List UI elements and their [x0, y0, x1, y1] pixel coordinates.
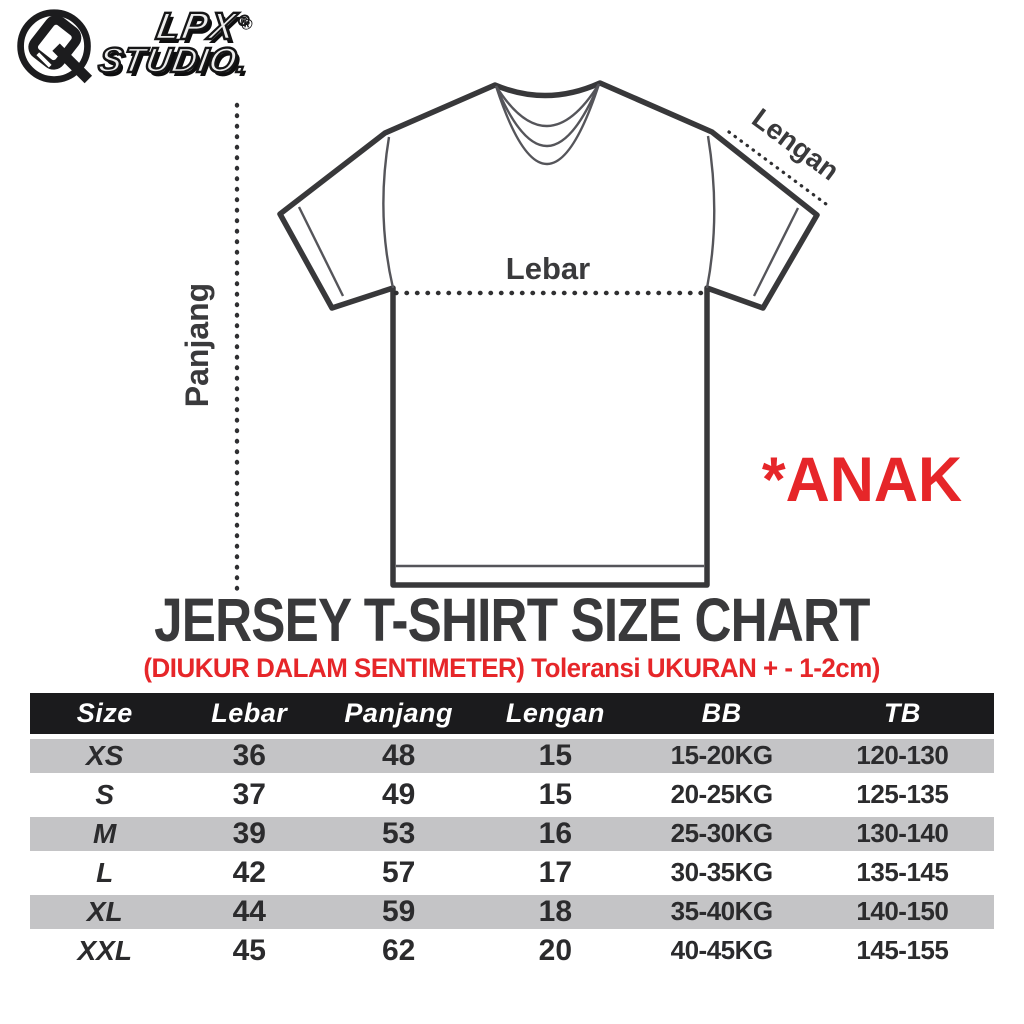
length-label: Panjang — [180, 283, 215, 407]
table-row-xl: XL 44 59 18 35-40KG 140-150 — [30, 892, 994, 931]
logo-q-tail — [52, 43, 93, 84]
size-table-header: Size Lebar Panjang Lengan BB TB — [30, 693, 994, 736]
cell-tb: 140-150 — [856, 896, 949, 926]
cell-size: S — [95, 778, 115, 810]
cell-panjang: 59 — [382, 894, 416, 928]
cell-lengan: 15 — [538, 777, 573, 811]
cell-size: L — [96, 856, 114, 888]
cell-lebar: 37 — [232, 777, 266, 811]
cell-panjang: 62 — [382, 933, 416, 967]
cell-bb: 30-35KG — [670, 857, 774, 887]
collar-rib-1 — [494, 83, 601, 128]
column-header-bb: BB — [701, 697, 742, 728]
cell-lebar: 44 — [232, 894, 266, 928]
column-header-lengan: Lengan — [505, 697, 605, 728]
cell-tb: 120-130 — [856, 740, 949, 770]
cell-lengan: 16 — [538, 816, 573, 850]
cell-panjang: 49 — [382, 777, 416, 811]
cell-lebar: 39 — [232, 816, 266, 850]
right-sleeve-hem — [752, 207, 800, 297]
cell-lengan: 17 — [538, 855, 573, 889]
cell-size: XS — [86, 739, 124, 771]
size-table: Size Lebar Panjang Lengan BB TB XS 36 48 15 15-20… — [30, 693, 994, 973]
cell-lebar: 36 — [232, 738, 266, 772]
column-header-tb: TB — [883, 697, 921, 728]
wordmark-line1: LPX® — [152, 5, 358, 49]
cell-bb: 40-45KG — [670, 935, 774, 965]
table-row-l: L 42 57 17 30-35KG 135-145 — [30, 853, 994, 892]
logo-q-notch — [36, 52, 52, 68]
sleeve-dotted-line — [727, 130, 832, 209]
page-subtitle: (DIUKUR DALAM SENTIMETER) Toleransi UKUR… — [143, 653, 881, 683]
cell-tb: 145-155 — [856, 935, 949, 965]
cell-size: M — [93, 817, 117, 849]
left-sleeve-hem — [297, 206, 345, 297]
column-header-lebar: Lebar — [211, 697, 288, 728]
table-row-xxl: XXL 45 62 20 40-45KG 145-155 — [30, 931, 994, 970]
table-row-m: M 39 53 16 25-30KG 130-140 — [30, 814, 994, 853]
cell-panjang: 53 — [382, 816, 416, 850]
cell-tb: 125-135 — [856, 779, 949, 809]
table-row-xs: XS 36 48 15 15-20KG 120-130 — [30, 736, 994, 775]
collar-rib-3 — [494, 83, 601, 166]
cell-lengan: 20 — [538, 933, 573, 967]
header-row: Size Lebar Panjang Lengan BB TB — [30, 693, 994, 736]
cell-size: XXL — [77, 934, 132, 966]
cell-panjang: 48 — [382, 738, 416, 772]
width-label: Lebar — [506, 251, 590, 286]
tshirt-diagram: Lebar Panjang Lengan — [180, 80, 845, 600]
column-header-panjang: Panjang — [344, 697, 453, 728]
cell-bb: 25-30KG — [670, 818, 774, 848]
collar-rib-2 — [494, 83, 601, 147]
page-title: JERSEY T-SHIRT SIZE CHART — [154, 586, 870, 654]
cell-tb: 130-140 — [856, 818, 949, 848]
table-row-s: S 37 49 15 20-25KG 125-135 — [30, 775, 994, 814]
left-armhole-seam — [382, 136, 395, 289]
column-header-size: Size — [76, 697, 133, 728]
anak-note: *ANAK — [761, 445, 963, 515]
cell-tb: 135-145 — [856, 857, 949, 887]
cell-size: XL — [86, 895, 123, 927]
cell-lebar: 42 — [232, 855, 266, 889]
right-armhole-seam — [705, 135, 716, 289]
cell-panjang: 57 — [382, 855, 416, 889]
logo-circle — [17, 9, 91, 83]
cell-lengan: 15 — [538, 738, 573, 772]
lpx-logo-icon — [17, 9, 93, 84]
size-table-body: XS 36 48 15 15-20KG 120-130 S 37 49 15 20-25KG 125-… — [30, 736, 994, 970]
cell-lengan: 18 — [538, 894, 573, 928]
registered-mark: ® — [236, 12, 253, 30]
cell-bb: 20-25KG — [670, 779, 774, 809]
cell-bb: 15-20KG — [670, 740, 774, 770]
cell-lebar: 45 — [232, 933, 266, 967]
cell-bb: 35-40KG — [670, 896, 774, 926]
